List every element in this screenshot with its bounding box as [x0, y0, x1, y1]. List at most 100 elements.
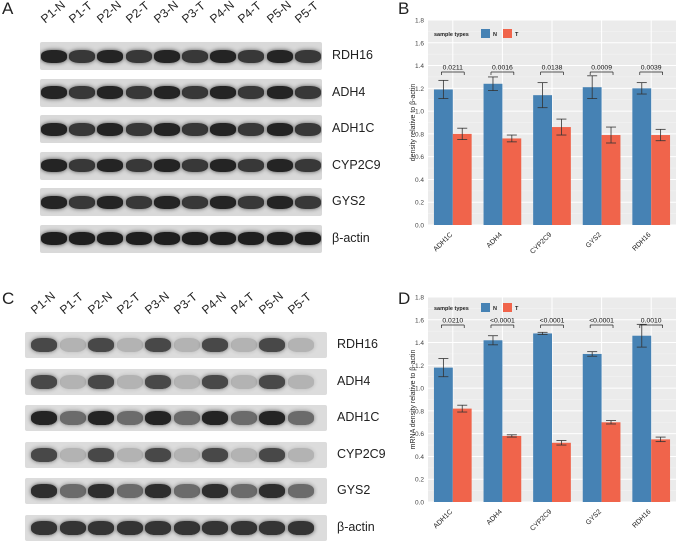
legend-swatch: [503, 303, 512, 312]
y-tick-label: 0.8: [415, 131, 424, 138]
bar-T: [502, 138, 522, 225]
bar-chart-d: 0.0 0.2 0.4 0.6 0.8 1.0 1.2 1.4 1.6 1.8 ADH1C 0.021…: [410, 295, 676, 533]
band: [69, 122, 96, 136]
bar-T: [552, 442, 571, 502]
band: [88, 484, 114, 498]
x-tick-label: CYP2C9: [529, 231, 553, 255]
band: [210, 49, 237, 63]
x-tick-label: RDH16: [631, 231, 652, 252]
lane-label: P3-T: [170, 289, 200, 317]
band: [238, 122, 265, 136]
y-tick-label: 0.4: [415, 177, 424, 184]
band: [125, 49, 152, 63]
bar-chart-b: 0.0 0.2 0.4 0.6 0.8 1.0 1.2 1.4 1.6 1.8 ADH1C 0.021…: [410, 18, 676, 256]
band: [116, 411, 143, 425]
band: [287, 374, 314, 389]
band: [41, 49, 67, 63]
band: [97, 232, 124, 245]
blot-strip: [40, 151, 322, 180]
band: [59, 338, 86, 352]
band: [31, 484, 57, 498]
band: [59, 374, 86, 389]
gene-label: ADH4: [337, 373, 371, 388]
band: [116, 484, 143, 498]
band: [97, 49, 124, 63]
band: [125, 86, 152, 99]
band: [31, 447, 57, 462]
band: [153, 195, 180, 209]
band: [173, 520, 200, 535]
p-value-label: 0.0138: [542, 65, 563, 72]
band: [182, 122, 208, 136]
legend-swatch: [481, 303, 490, 312]
band: [173, 338, 200, 352]
band: [202, 374, 228, 389]
blot-strip: [25, 332, 327, 358]
bar-N: [433, 367, 453, 502]
panel-letter-c: C: [2, 289, 15, 308]
lane-label: P1-N: [38, 0, 68, 27]
band: [238, 86, 265, 99]
bar-T: [651, 439, 671, 502]
band: [116, 447, 143, 462]
x-tick-label: RDH16: [631, 508, 652, 529]
lane-label: P5-N: [263, 0, 294, 27]
band: [145, 484, 171, 498]
blot-strip: [40, 78, 322, 107]
legend-swatch: [503, 29, 512, 38]
blot-strip: [40, 188, 322, 216]
band: [41, 232, 67, 245]
band: [287, 411, 314, 425]
band: [259, 374, 285, 389]
band: [153, 122, 180, 136]
band: [173, 447, 200, 462]
band: [182, 159, 208, 172]
lane-label: P2-N: [85, 288, 115, 317]
blot-strip: [25, 514, 327, 541]
band: [287, 447, 314, 462]
p-value-label: 0.0210: [442, 318, 463, 325]
y-tick-label: 0.2: [415, 200, 424, 207]
gene-label: ADH1C: [337, 410, 380, 424]
band: [153, 86, 180, 99]
lane-label: P4-T: [227, 289, 257, 317]
lane-label: P2-T: [122, 0, 152, 26]
gene-label: β-actin: [337, 519, 375, 534]
band: [31, 411, 57, 425]
gene-label: RDH16: [332, 48, 373, 62]
y-tick-label: 0.2: [415, 477, 424, 484]
p-value-label: 0.0211: [443, 65, 464, 72]
lane-label: P3-T: [179, 0, 208, 26]
lane-label: P1-N: [28, 288, 58, 317]
x-tick-label: ADH1C: [432, 508, 454, 530]
y-tick-label: 0.6: [415, 154, 424, 161]
x-tick-label: GYS2: [585, 508, 603, 526]
band: [41, 195, 67, 209]
p-value-label: 0.0039: [641, 65, 662, 72]
lane-label: P2-N: [94, 0, 125, 27]
band: [69, 86, 96, 99]
lane-label: P4-N: [207, 0, 238, 27]
gene-label: CYP2C9: [337, 446, 386, 461]
band: [97, 122, 124, 136]
band: [59, 447, 86, 462]
band: [238, 195, 265, 209]
bar-N: [632, 335, 652, 502]
p-value-label: <0.0001: [490, 318, 515, 325]
band: [230, 447, 257, 462]
band: [259, 520, 285, 535]
band: [238, 159, 265, 172]
gene-label: CYP2C9: [332, 157, 381, 172]
blot-strip: [40, 42, 322, 70]
band: [31, 520, 57, 535]
band: [202, 520, 228, 535]
gene-label: ADH4: [332, 84, 366, 99]
band: [210, 122, 237, 136]
band: [145, 411, 171, 425]
band: [259, 484, 285, 498]
band: [294, 232, 321, 245]
band: [182, 195, 208, 209]
bar-N: [632, 88, 652, 225]
band: [145, 520, 171, 535]
y-tick-label: 1.0: [415, 109, 424, 116]
